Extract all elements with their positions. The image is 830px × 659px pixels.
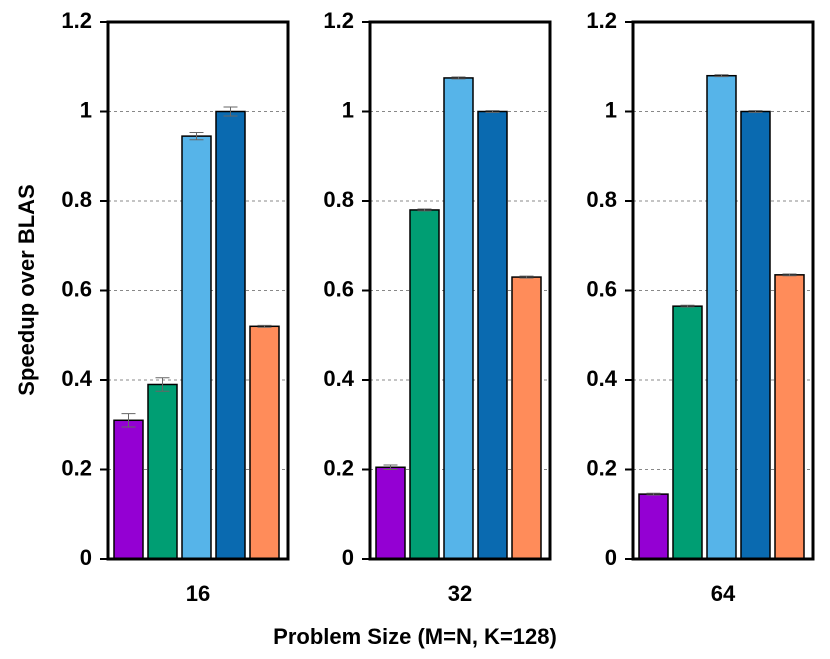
y-tick-label: 0 [342,545,354,570]
y-tick-label: 0 [80,545,92,570]
bar [706,74,737,560]
y-tick-label: 0.6 [61,276,92,301]
y-tick-label: 0.4 [586,366,617,391]
error-bar [714,74,729,78]
error-bar [417,208,432,212]
y-tick-label: 0.8 [323,187,354,212]
y-tick-label: 0.2 [586,455,617,480]
y-axis-label: Speedup over BLAS [14,184,39,395]
error-bar [155,377,170,392]
y-tick-label: 0.8 [61,187,92,212]
y-tick-label: 1 [342,97,354,122]
y-tick-label: 0 [605,545,617,570]
x-tick-label: 32 [448,581,472,606]
error-bar [519,275,534,279]
error-bar [189,132,204,141]
bar [215,110,246,560]
y-tick-label: 1.2 [586,8,617,33]
y-tick-label: 0.4 [323,366,354,391]
bar [443,77,474,560]
y-tick-label: 0.6 [323,276,354,301]
error-bar [451,76,466,80]
bar [181,135,212,560]
bar [672,305,703,560]
panel-frame [106,20,290,561]
bar [375,466,406,560]
bar [477,110,508,560]
panel-frame [368,20,552,561]
error-bar [782,273,797,277]
y-tick-label: 1.2 [61,8,92,33]
x-axis-label: Problem Size (M=N, K=128) [273,624,557,649]
y-tick-label: 1 [605,97,617,122]
y-tick-label: 1 [80,97,92,122]
bar [774,274,805,560]
x-tick-label: 16 [186,581,210,606]
x-tick-label: 64 [711,581,736,606]
error-bar [383,464,398,470]
error-bar [485,110,500,113]
panel-frame [631,20,815,561]
y-tick-label: 0.4 [61,366,92,391]
y-tick-label: 0.6 [586,276,617,301]
bar [511,276,542,560]
y-tick-label: 0.8 [586,187,617,212]
y-tick-label: 0.2 [323,455,354,480]
bar [740,110,771,560]
bar [638,493,669,560]
error-bar [223,106,238,117]
bar [113,419,144,560]
y-tick-label: 0.2 [61,455,92,480]
error-bar [121,413,136,428]
error-bar [748,110,763,113]
error-bar [257,324,272,328]
error-bar [646,492,661,496]
bar [147,383,178,560]
bar [409,209,440,560]
bar [249,325,280,560]
y-tick-label: 1.2 [323,8,354,33]
error-bar [680,304,695,308]
